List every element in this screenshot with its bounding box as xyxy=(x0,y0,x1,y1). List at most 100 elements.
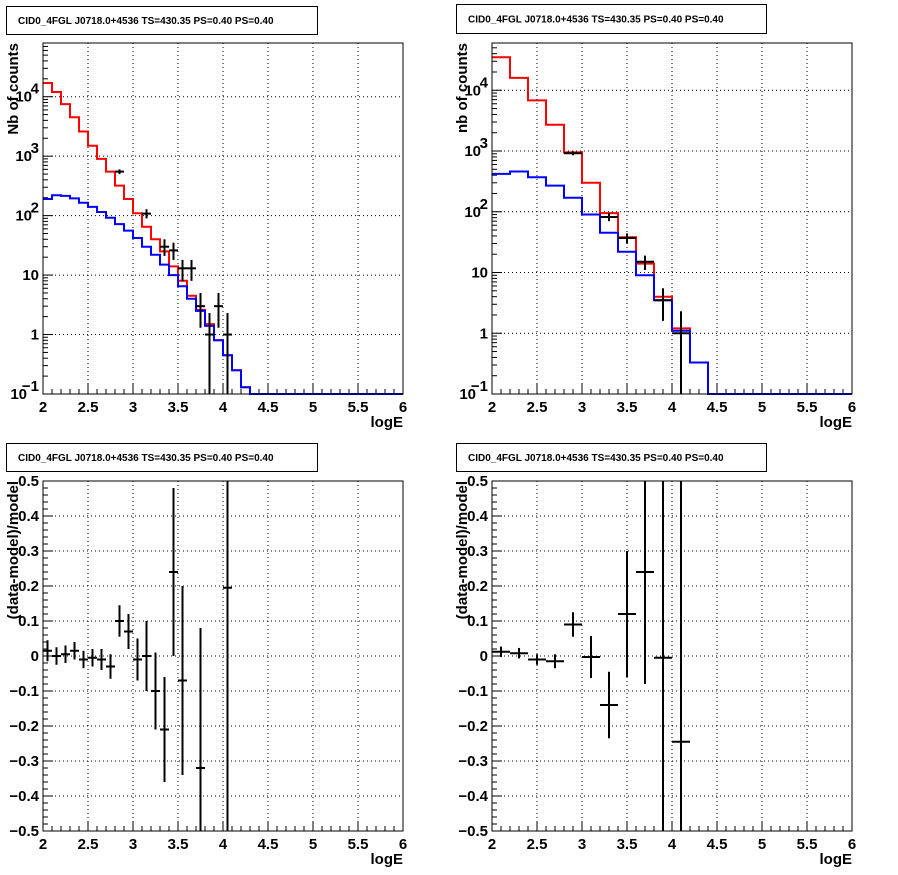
data-point xyxy=(196,292,205,328)
x-tick-label: 3 xyxy=(129,836,137,853)
data-point xyxy=(618,551,636,677)
chart-panel-1: CID0_4FGL J0718.0+4536 TS=430.35 PS=0.40… xyxy=(5,6,407,431)
y-tick-label: 10 xyxy=(464,82,481,99)
y-tick-label: 0.1 xyxy=(467,613,488,630)
y-tick-label: −0.3 xyxy=(458,753,488,770)
data-point xyxy=(564,151,582,156)
data-point xyxy=(106,654,115,679)
x-tick-label: 3.5 xyxy=(168,399,189,416)
y-axis-title: Nb of counts xyxy=(5,43,22,135)
data-point xyxy=(636,481,654,684)
y-tick-label: 0.1 xyxy=(18,613,39,630)
y-tick-label: 0.2 xyxy=(18,578,39,595)
data-point xyxy=(672,311,690,394)
x-tick-label: 3 xyxy=(129,399,137,416)
x-tick-label: 4 xyxy=(668,836,677,853)
x-tick-label: 4 xyxy=(219,836,228,853)
y-tick-label: 0 xyxy=(31,648,39,665)
data-point xyxy=(97,649,106,670)
data-point xyxy=(618,233,636,244)
x-tick-label: 2 xyxy=(39,399,47,416)
data-point xyxy=(600,671,618,739)
y-tick-label: 1 xyxy=(480,325,488,342)
x-tick-label: 4 xyxy=(668,399,677,416)
data-point xyxy=(115,605,124,637)
x-tick-label: 6 xyxy=(399,399,407,416)
data-point xyxy=(52,647,61,665)
x-tick-label: 5 xyxy=(309,836,317,853)
y-tick-label: −0.4 xyxy=(458,788,488,805)
data-point xyxy=(582,636,600,679)
y-tick-label: 10 xyxy=(464,143,481,160)
x-tick-label: 4.5 xyxy=(707,836,728,853)
y-tick-label: −0.2 xyxy=(9,718,39,735)
y-tick-exponent: 3 xyxy=(480,135,488,152)
y-tick-exponent: −1 xyxy=(22,378,39,395)
y-tick-label: −0.1 xyxy=(9,683,39,700)
y-tick-label: −0.5 xyxy=(458,823,488,840)
data-point xyxy=(160,677,169,782)
plot-frame xyxy=(491,480,853,832)
data-point xyxy=(654,481,672,831)
chart-title: CID0_4FGL J0718.0+4536 TS=430.35 PS=0.40… xyxy=(468,453,724,464)
y-tick-label: 10 xyxy=(459,386,476,403)
data-point xyxy=(115,169,124,175)
data-point xyxy=(70,642,79,660)
title-box xyxy=(456,443,767,472)
y-axis-title: nb of counts xyxy=(454,43,471,133)
data-point xyxy=(600,213,618,222)
x-axis-title: logE xyxy=(820,851,853,868)
x-tick-label: 5.5 xyxy=(797,836,818,853)
y-tick-label: 10 xyxy=(15,89,32,106)
data-point xyxy=(223,313,232,394)
x-tick-label: 3 xyxy=(578,836,586,853)
y-tick-exponent: −1 xyxy=(471,378,488,395)
x-tick-label: 6 xyxy=(848,399,856,416)
y-tick-label: −0.3 xyxy=(9,753,39,770)
data-point xyxy=(492,646,510,658)
chart-panel-4: CID0_4FGL J0718.0+4536 TS=430.35 PS=0.40… xyxy=(454,443,856,868)
data-point xyxy=(79,650,88,669)
title-box xyxy=(6,6,318,35)
y-tick-label: −0.4 xyxy=(9,788,39,805)
y-tick-exponent: 3 xyxy=(31,140,39,157)
x-tick-label: 2.5 xyxy=(78,399,99,416)
y-tick-label: 10 xyxy=(15,148,32,165)
x-axis-title: logE xyxy=(371,414,404,431)
y-tick-label: −0.5 xyxy=(9,823,39,840)
x-tick-label: 2.5 xyxy=(527,399,548,416)
x-tick-label: 4.5 xyxy=(258,836,279,853)
y-tick-exponent: 4 xyxy=(31,81,40,98)
data-point xyxy=(546,654,564,669)
data-point xyxy=(214,292,223,328)
y-tick-exponent: 2 xyxy=(480,196,488,213)
plot-frame xyxy=(42,42,404,395)
data-point xyxy=(528,654,546,665)
plot-frame xyxy=(42,480,404,832)
data-point xyxy=(124,614,133,649)
histogram-series-2 xyxy=(43,194,403,395)
y-tick-label: 0.4 xyxy=(467,508,489,525)
data-point xyxy=(151,652,160,730)
chart-panel-3: CID0_4FGL J0718.0+4536 TS=430.35 PS=0.40… xyxy=(5,443,407,868)
x-tick-label: 5.5 xyxy=(348,836,369,853)
x-tick-label: 2 xyxy=(488,836,496,853)
y-axis-title: (data-model)/model xyxy=(454,481,471,619)
x-tick-label: 4.5 xyxy=(258,399,279,416)
data-point xyxy=(672,481,690,831)
x-tick-label: 3.5 xyxy=(617,399,638,416)
data-point xyxy=(564,612,582,637)
y-tick-label: 0.4 xyxy=(18,508,40,525)
x-axis-title: logE xyxy=(820,414,853,431)
data-point xyxy=(654,288,672,321)
y-tick-label: −0.2 xyxy=(458,718,488,735)
chart-title: CID0_4FGL J0718.0+4536 TS=430.35 PS=0.40… xyxy=(18,453,274,464)
y-tick-exponent: 2 xyxy=(31,200,39,217)
x-tick-label: 3.5 xyxy=(617,836,638,853)
data-point xyxy=(510,647,528,659)
histogram-series-2 xyxy=(492,170,852,395)
chart-panel-2: CID0_4FGL J0718.0+4536 TS=430.35 PS=0.40… xyxy=(454,4,856,431)
x-tick-label: 5.5 xyxy=(348,399,369,416)
x-tick-label: 5 xyxy=(758,836,766,853)
